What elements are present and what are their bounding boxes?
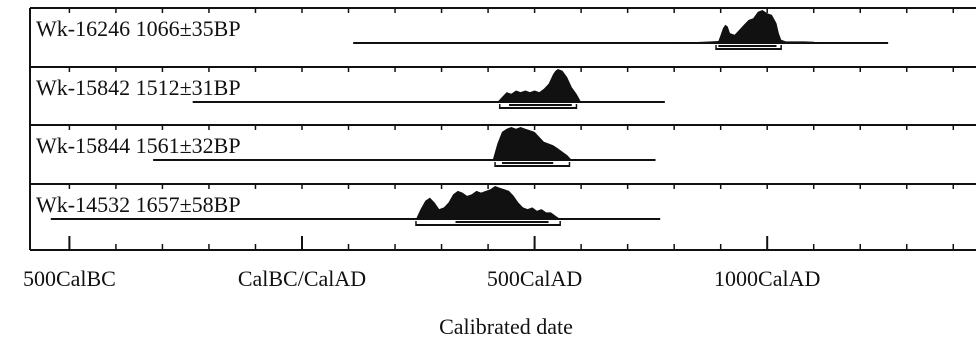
sample-label-bg — [33, 131, 244, 158]
x-tick-label: 1000CalAD — [714, 266, 820, 291]
sample-label-bg — [33, 73, 244, 100]
sample-row-wk-14532: Wk-14532 1657±58BP — [33, 184, 955, 226]
sample-label: Wk-15844 1561±32BP — [36, 133, 241, 158]
sample-label-bg — [33, 14, 244, 41]
sample-label-bg — [33, 190, 244, 217]
x-tick-label: 500CalAD — [487, 266, 582, 291]
probability-distribution — [416, 186, 561, 219]
sample-row-wk-15842: Wk-15842 1512±31BP — [33, 67, 955, 109]
plot-frame — [29, 7, 976, 250]
x-tick-label: 500CalBC — [23, 266, 116, 291]
sample-label: Wk-14532 1657±58BP — [36, 192, 241, 217]
sample-rows: Wk-16246 1066±35BP Wk-15842 1512±31BP Wk-1… — [33, 8, 955, 226]
probability-distribution — [492, 127, 572, 160]
x-axis: 500CalBC CalBC/CalAD 500CalAD 1000CalAD — [23, 236, 976, 291]
sample-row-wk-15844: Wk-15844 1561±32BP — [33, 125, 955, 167]
sample-row-wk-16246: Wk-16246 1066±35BP — [33, 8, 955, 50]
x-axis-title: Calibrated date — [439, 314, 573, 339]
x-tick-label: CalBC/CalAD — [238, 266, 366, 291]
sample-label: Wk-15842 1512±31BP — [36, 75, 241, 100]
probability-distribution — [497, 69, 582, 102]
sample-label: Wk-16246 1066±35BP — [36, 16, 241, 41]
probability-distribution — [678, 10, 819, 43]
